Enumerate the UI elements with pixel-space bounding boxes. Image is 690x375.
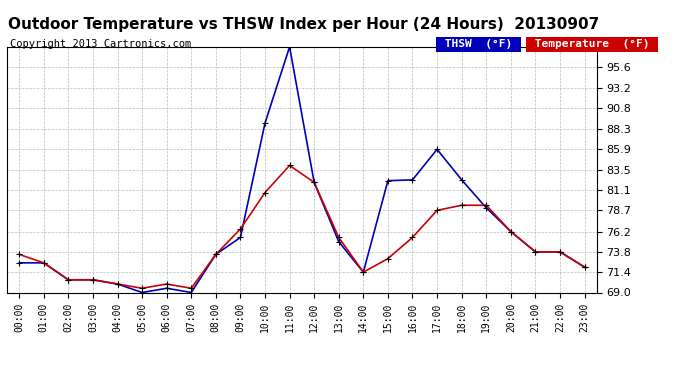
Text: THSW  (°F): THSW (°F) xyxy=(438,39,519,50)
Text: Outdoor Temperature vs THSW Index per Hour (24 Hours)  20130907: Outdoor Temperature vs THSW Index per Ho… xyxy=(8,17,599,32)
Text: Temperature  (°F): Temperature (°F) xyxy=(528,39,656,50)
Text: Copyright 2013 Cartronics.com: Copyright 2013 Cartronics.com xyxy=(10,39,192,50)
